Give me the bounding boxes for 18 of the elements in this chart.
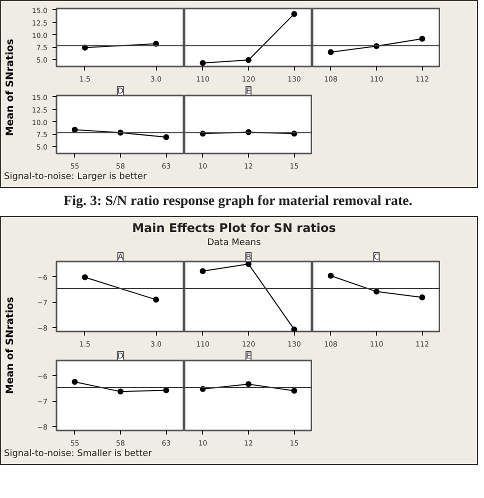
chart-title: B	[246, 252, 252, 262]
point	[163, 134, 170, 140]
caption: Fig. 3: S/N ratio response graph for material removal rate.	[64, 192, 412, 211]
point	[118, 388, 124, 394]
chart-title: D	[117, 86, 124, 96]
text: Signal-to-noise: Larger is better	[4, 171, 147, 184]
y-axis-title: Mean of SNratios	[4, 296, 17, 394]
chart-title: E	[246, 86, 252, 96]
chart-title: D	[117, 351, 124, 360]
point	[72, 126, 78, 133]
text: Main Effects Plot for SN ratios	[132, 220, 336, 237]
y-axis-title: Mean of SNratios	[4, 38, 17, 136]
chart-title: A	[118, 252, 124, 262]
chart-title: E	[246, 351, 252, 360]
text: Signal-to-noise: Smaller is better	[4, 448, 152, 461]
point	[72, 378, 78, 385]
text: Data Means	[207, 236, 261, 250]
chart-title: C	[374, 252, 380, 262]
